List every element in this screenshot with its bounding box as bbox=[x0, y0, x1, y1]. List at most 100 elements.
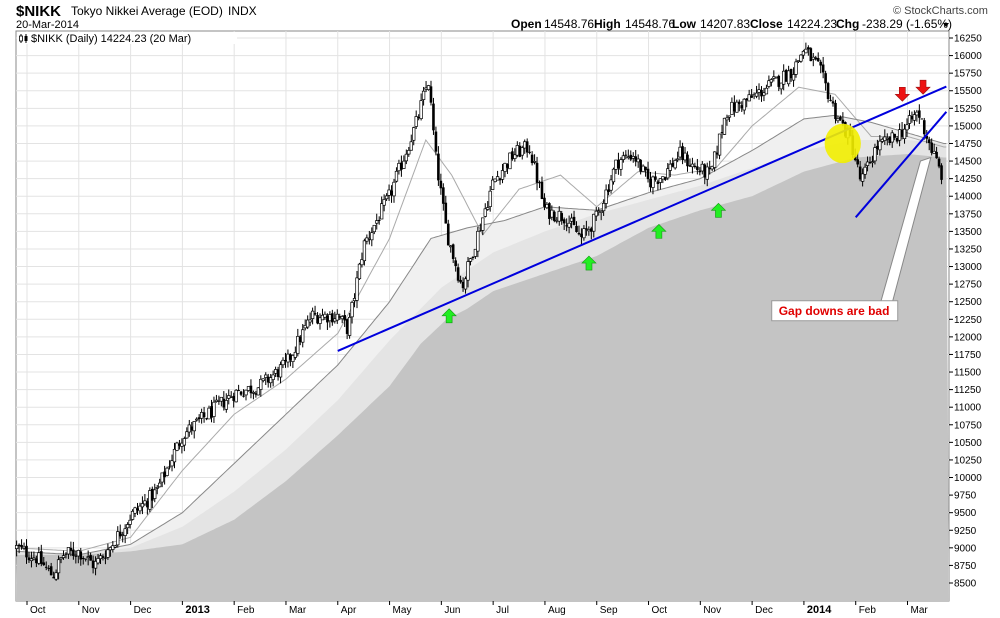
candle-body-down bbox=[664, 177, 667, 180]
candle bbox=[737, 99, 741, 112]
candle-body-up bbox=[153, 489, 157, 499]
candle-body-up bbox=[86, 556, 90, 558]
x-tick-label: Aug bbox=[548, 605, 566, 616]
y-tick-label: 16250 bbox=[954, 34, 982, 45]
candle-body-down bbox=[858, 166, 862, 180]
candle bbox=[575, 221, 578, 233]
candle-body-down bbox=[434, 131, 438, 152]
candle-body-down bbox=[461, 281, 465, 289]
candle bbox=[384, 193, 389, 202]
candle bbox=[930, 138, 933, 156]
candle-body-up bbox=[214, 399, 219, 402]
candle bbox=[133, 506, 137, 518]
y-tick-label: 9750 bbox=[954, 491, 977, 502]
candle-body-up bbox=[466, 261, 470, 281]
candle-body-down bbox=[809, 48, 813, 62]
candle bbox=[261, 378, 265, 383]
candle-body-up bbox=[14, 545, 19, 550]
candle-body-down bbox=[629, 154, 633, 160]
candle-body-up bbox=[626, 156, 630, 159]
caret-down-icon[interactable] bbox=[943, 23, 949, 27]
candle bbox=[816, 52, 820, 62]
candle bbox=[651, 175, 655, 195]
candle bbox=[506, 163, 509, 174]
candle bbox=[621, 151, 626, 163]
candle bbox=[912, 110, 917, 126]
candle bbox=[163, 465, 166, 485]
candle-body-up bbox=[483, 208, 487, 217]
candle bbox=[528, 145, 531, 155]
candle bbox=[264, 372, 268, 386]
highlight-ellipse bbox=[824, 123, 861, 164]
candle-body-up bbox=[757, 89, 761, 93]
candle bbox=[392, 178, 396, 203]
candle bbox=[715, 145, 719, 159]
candle-body-down bbox=[210, 406, 213, 418]
candle-body-down bbox=[910, 115, 914, 120]
candle bbox=[918, 104, 921, 124]
candle bbox=[27, 551, 31, 563]
candle bbox=[239, 390, 243, 397]
candle bbox=[565, 218, 568, 232]
candle-body-down bbox=[841, 119, 845, 124]
candle-body-up bbox=[905, 124, 909, 131]
candle-body-up bbox=[130, 510, 135, 520]
candle bbox=[688, 158, 692, 167]
candle bbox=[696, 158, 699, 175]
candle-body-down bbox=[693, 165, 697, 168]
x-tick-label: Sep bbox=[600, 605, 618, 616]
candle-body-up bbox=[264, 374, 268, 378]
x-tick-label: Mar bbox=[289, 605, 307, 616]
candle bbox=[799, 54, 803, 63]
candle bbox=[289, 353, 292, 367]
candle bbox=[210, 399, 213, 423]
candle-body-up bbox=[587, 229, 591, 232]
candle-body-up bbox=[192, 421, 196, 432]
candle bbox=[175, 441, 179, 452]
candle bbox=[585, 220, 588, 236]
candle-body-down bbox=[624, 154, 628, 156]
candle-body-down bbox=[27, 557, 31, 561]
candle-body-down bbox=[74, 555, 78, 557]
candle bbox=[686, 151, 689, 172]
candle-body-down bbox=[17, 544, 21, 547]
candle bbox=[767, 75, 771, 89]
y-tick-label: 11500 bbox=[954, 368, 982, 379]
candle bbox=[654, 171, 657, 182]
candle bbox=[192, 421, 196, 439]
candle bbox=[745, 97, 748, 108]
candle bbox=[54, 569, 58, 581]
candle bbox=[269, 373, 273, 388]
candle-body-up bbox=[402, 160, 406, 169]
candle-body-up bbox=[915, 111, 919, 116]
candle bbox=[779, 82, 783, 95]
candle-body-down bbox=[681, 146, 684, 160]
candle bbox=[607, 184, 610, 196]
candle-body-up bbox=[421, 90, 426, 100]
candle-body-down bbox=[91, 560, 95, 569]
candle-body-down bbox=[617, 159, 620, 169]
annotation-box bbox=[771, 300, 899, 322]
x-tick-label: 2013 bbox=[185, 604, 209, 616]
candle-body-up bbox=[678, 146, 682, 158]
candle-body-up bbox=[195, 418, 199, 421]
candle-body-up bbox=[335, 313, 339, 321]
candle bbox=[432, 97, 435, 135]
candle bbox=[394, 167, 399, 183]
candle bbox=[281, 357, 285, 369]
candle bbox=[404, 149, 408, 165]
candle-body-down bbox=[326, 315, 329, 323]
candle-body-up bbox=[98, 555, 103, 560]
y-tick-label: 14750 bbox=[954, 139, 982, 150]
candle-body-down bbox=[163, 471, 166, 478]
candle-body-up bbox=[897, 129, 902, 141]
candle bbox=[360, 252, 364, 268]
y-tick-label: 9000 bbox=[954, 543, 977, 554]
candle-body-down bbox=[150, 488, 154, 501]
candle bbox=[548, 202, 551, 225]
y-tick-label: 11750 bbox=[954, 350, 982, 361]
candle-body-up bbox=[782, 70, 786, 85]
candle bbox=[318, 313, 322, 330]
candle-body-down bbox=[331, 313, 334, 323]
candle bbox=[49, 562, 53, 576]
